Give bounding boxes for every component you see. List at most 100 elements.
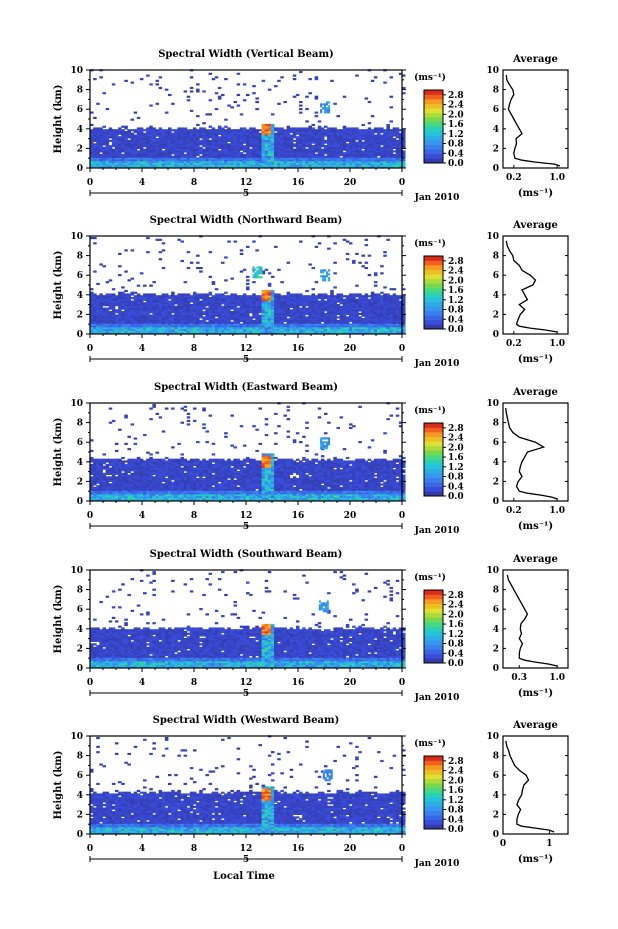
heatmap-cell <box>224 134 228 137</box>
heatmap-cell <box>114 139 119 142</box>
heatmap-cell <box>230 157 234 160</box>
heatmap-cell <box>214 162 219 165</box>
heatmap-cell <box>336 319 340 323</box>
heatmap-cell <box>373 293 378 296</box>
heatmap-cell <box>299 160 303 164</box>
heatmap-cell <box>168 166 172 169</box>
heatmap-cell <box>364 293 369 296</box>
heatmap-cell <box>155 139 160 142</box>
heatmap-cell <box>233 129 238 132</box>
heatmap-cell <box>311 138 316 141</box>
heatmap-cell <box>149 293 153 296</box>
heatmap-cell <box>314 136 319 139</box>
heatmap-cell <box>292 132 297 135</box>
heatmap-cell <box>249 160 253 164</box>
heatmap-cell <box>164 157 169 160</box>
heatmap-cell <box>99 132 103 135</box>
heatmap-cell <box>249 164 253 167</box>
heatmap-cell <box>93 157 97 160</box>
heatmap-cell <box>189 148 194 151</box>
heatmap-cell <box>90 146 94 149</box>
heatmap-cell <box>252 141 256 144</box>
heatmap-cell <box>221 143 225 146</box>
heatmap-cell <box>261 152 266 155</box>
heatmap-cell <box>192 145 197 148</box>
heatmap-cell <box>114 166 119 169</box>
heatmap-cell <box>127 159 131 162</box>
average-y-tick-label: 2 <box>493 144 499 154</box>
heatmap-cell <box>280 127 284 130</box>
x-tick-label: 0 <box>399 344 405 354</box>
heatmap-cell <box>189 304 194 307</box>
heatmap-cell <box>221 166 225 169</box>
heatmap-cell <box>299 153 303 157</box>
heatmap-cell <box>217 150 222 153</box>
heatmap-cell <box>270 129 275 132</box>
heatmap-cell <box>96 138 100 141</box>
heatmap-cell <box>155 157 160 160</box>
heatmap-cell <box>136 136 141 139</box>
heatmap-cell <box>174 139 178 142</box>
heatmap-cell <box>111 129 116 132</box>
heatmap-cell <box>168 160 172 164</box>
heatmap-cell <box>102 153 106 157</box>
heatmap-cell <box>292 152 297 155</box>
heatmap-cell <box>227 157 231 160</box>
heatmap-cell <box>267 130 272 134</box>
heatmap-cell <box>258 157 262 160</box>
heatmap-cell <box>205 153 209 157</box>
heatmap-cell <box>217 159 222 162</box>
heatmap-cell <box>199 130 203 134</box>
heatmap-cell <box>114 146 119 149</box>
heatmap-cell <box>149 148 153 151</box>
heatmap-cell <box>214 108 219 111</box>
heatmap-cell <box>136 152 141 155</box>
heatmap-cell <box>108 162 113 165</box>
heatmap-cell <box>208 129 213 132</box>
heatmap-cell <box>90 141 94 144</box>
heatmap-cell <box>327 277 331 280</box>
heatmap-cell <box>370 129 375 132</box>
heatmap-cell <box>164 148 169 151</box>
heatmap-cell <box>246 155 250 158</box>
heatmap-cell <box>127 155 131 158</box>
heatmap-cell <box>189 153 194 157</box>
heatmap-cell <box>121 291 125 294</box>
heatmap-cell <box>108 164 113 167</box>
heatmap-cell <box>177 153 181 157</box>
heatmap-cell <box>305 155 309 158</box>
heatmap-cell <box>90 134 94 137</box>
heatmap-cell <box>149 146 153 149</box>
heatmap-cell <box>189 138 194 141</box>
heatmap-cell <box>189 160 194 164</box>
heatmap-cell <box>108 130 113 134</box>
heatmap-cell <box>130 300 135 303</box>
heatmap-cell <box>233 166 238 169</box>
heatmap-cell <box>124 141 128 144</box>
heatmap-cell <box>311 145 316 148</box>
heatmap-cell <box>242 268 247 271</box>
heatmap-cell <box>333 242 337 245</box>
heatmap-cell <box>189 146 194 149</box>
heatmap-cell <box>136 153 141 157</box>
heatmap-cell <box>252 162 256 165</box>
heatmap-cell <box>324 155 328 158</box>
heatmap-cell <box>270 132 275 135</box>
heatmap-cell <box>177 138 181 141</box>
heatmap-cell <box>295 152 300 155</box>
heatmap-cell <box>311 159 316 162</box>
heatmap-cell <box>252 152 256 155</box>
heatmap-cell <box>114 138 119 141</box>
heatmap-cell <box>286 160 291 164</box>
heatmap-cell <box>286 127 291 130</box>
heatmap-cell <box>217 136 222 139</box>
date-tick-label: 5 <box>243 189 249 199</box>
heatmap-cell <box>270 275 275 278</box>
heatmap-cell <box>171 143 175 146</box>
heatmap-cell <box>258 166 262 169</box>
heatmap-cell <box>255 162 259 165</box>
heatmap-cell <box>105 152 110 155</box>
heatmap-cell <box>299 100 303 104</box>
heatmap-cell <box>168 159 172 162</box>
heatmap-cell <box>317 136 322 139</box>
